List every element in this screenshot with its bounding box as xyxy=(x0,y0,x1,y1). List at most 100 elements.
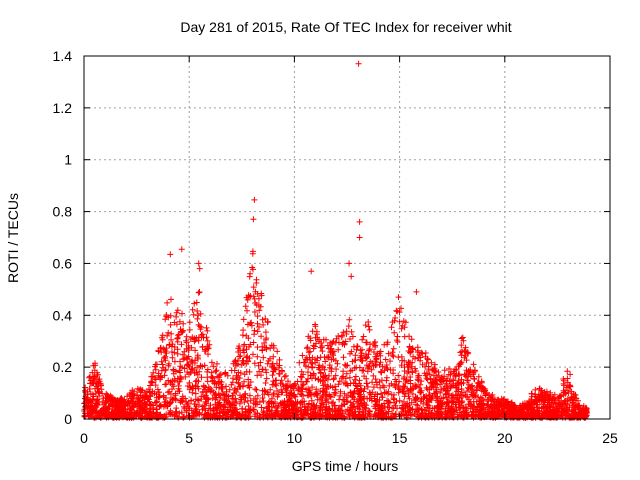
data-point xyxy=(430,380,437,387)
data-point xyxy=(452,373,459,380)
data-point xyxy=(245,382,251,389)
data-point xyxy=(506,406,513,413)
data-point xyxy=(318,395,325,401)
data-point xyxy=(356,234,363,241)
data-point xyxy=(372,342,379,349)
data-point xyxy=(347,350,353,357)
data-point xyxy=(165,377,172,384)
data-point xyxy=(197,310,204,317)
data-point xyxy=(92,362,99,369)
data-points xyxy=(81,60,590,421)
plot-frame xyxy=(83,55,611,420)
data-point xyxy=(393,337,400,344)
data-point xyxy=(564,387,571,394)
data-point xyxy=(341,379,347,386)
data-point xyxy=(116,414,123,421)
data-point xyxy=(203,334,210,341)
data-point xyxy=(226,399,233,406)
data-point xyxy=(391,396,398,403)
data-point xyxy=(320,336,327,343)
data-point xyxy=(240,316,247,323)
data-point xyxy=(485,398,492,405)
data-point xyxy=(580,404,586,411)
data-point xyxy=(464,388,470,395)
data-point xyxy=(176,367,183,374)
data-point xyxy=(346,374,353,381)
data-point xyxy=(368,366,375,373)
data-point xyxy=(218,379,225,385)
data-point xyxy=(248,319,255,326)
data-point xyxy=(552,400,559,407)
data-point xyxy=(195,321,202,328)
data-point xyxy=(162,366,169,373)
data-point xyxy=(202,348,209,354)
data-point xyxy=(329,350,336,357)
data-point xyxy=(286,397,293,404)
data-point xyxy=(158,358,165,365)
data-point xyxy=(396,309,403,316)
data-point xyxy=(247,379,254,385)
data-point xyxy=(362,322,369,329)
data-point xyxy=(383,377,390,384)
data-point xyxy=(390,353,397,360)
data-point xyxy=(520,414,527,421)
data-point xyxy=(260,398,267,405)
data-point xyxy=(390,405,397,412)
data-point xyxy=(305,369,311,376)
data-point xyxy=(551,396,558,403)
data-point xyxy=(390,345,397,352)
data-point xyxy=(94,413,101,420)
data-point xyxy=(468,412,475,419)
data-point xyxy=(274,393,281,400)
data-point xyxy=(356,391,363,398)
data-point xyxy=(579,407,586,414)
data-point xyxy=(258,290,265,297)
data-point xyxy=(332,402,338,409)
data-point xyxy=(441,408,448,415)
data-point xyxy=(216,372,223,379)
data-point xyxy=(186,379,193,386)
data-point xyxy=(204,411,211,418)
data-point xyxy=(488,393,495,400)
data-point xyxy=(81,410,88,417)
data-point xyxy=(342,375,349,382)
data-point xyxy=(283,389,290,396)
data-point xyxy=(353,385,360,392)
data-point xyxy=(321,366,328,373)
data-point xyxy=(298,391,305,398)
data-point xyxy=(370,384,377,391)
data-point xyxy=(337,388,344,395)
data-point xyxy=(181,348,188,355)
data-point xyxy=(289,407,296,414)
data-point xyxy=(401,384,408,390)
data-point xyxy=(538,387,545,394)
data-point xyxy=(534,401,541,408)
data-point xyxy=(406,395,413,402)
data-point xyxy=(218,407,225,413)
data-point xyxy=(312,321,319,328)
data-point xyxy=(180,403,187,410)
data-point xyxy=(412,383,419,390)
data-point xyxy=(493,405,500,412)
data-point xyxy=(477,394,484,401)
data-point xyxy=(174,379,181,385)
data-point xyxy=(249,264,256,271)
data-point xyxy=(270,378,277,385)
data-point xyxy=(311,343,318,350)
data-point xyxy=(297,391,304,397)
data-point xyxy=(254,392,261,399)
data-point xyxy=(417,389,423,396)
data-point xyxy=(291,382,298,389)
data-point xyxy=(365,407,372,414)
data-point xyxy=(204,327,211,334)
data-point xyxy=(335,381,342,388)
data-point xyxy=(109,402,116,409)
data-point xyxy=(415,406,422,413)
data-point xyxy=(416,405,423,412)
data-point xyxy=(426,371,433,378)
data-point xyxy=(304,344,311,351)
data-point xyxy=(422,353,429,360)
data-point xyxy=(136,407,143,414)
data-point xyxy=(322,412,329,419)
data-point xyxy=(82,389,89,396)
